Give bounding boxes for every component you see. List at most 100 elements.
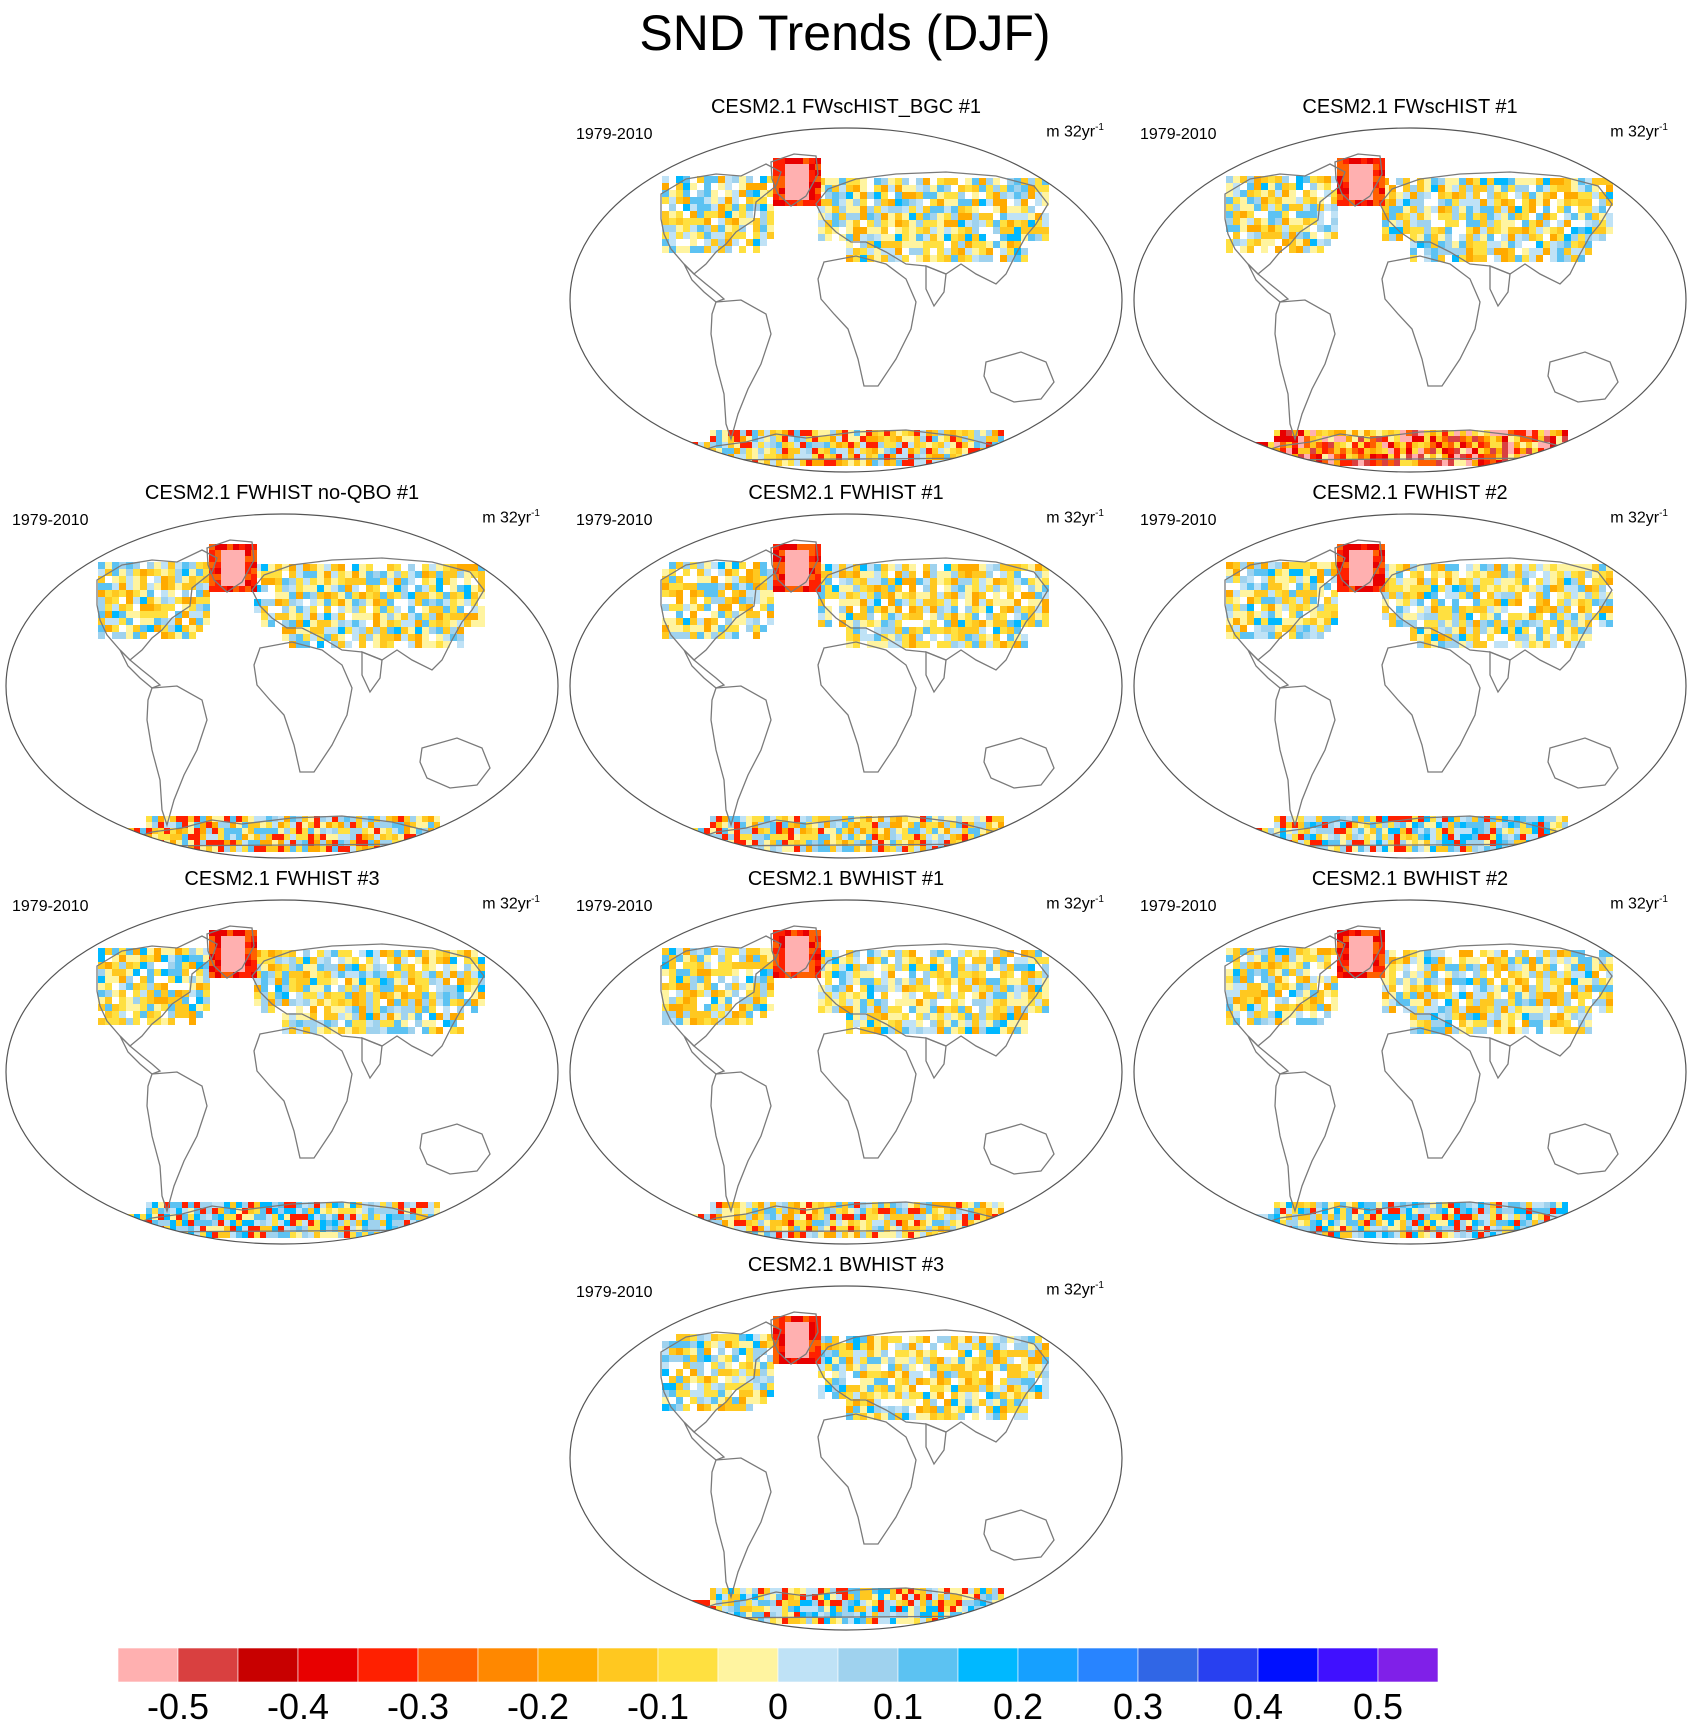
coastline-australia: [420, 738, 490, 788]
coastline-centralAmerica: [120, 1036, 160, 1074]
coastline-australia: [984, 352, 1054, 402]
colorbar-tick-label: -0.5: [133, 1686, 223, 1728]
map-projection: [2, 896, 562, 1246]
coastline-centralAmerica: [684, 264, 724, 302]
map-content: [1225, 926, 1618, 1238]
snow-depth-trend-cells: [1226, 158, 1613, 466]
colorbar-swatch: [298, 1648, 358, 1682]
map-panel-fwhist-1: CESM2.1 FWHIST #1 1979-2010 m 32yr-1: [566, 482, 1126, 862]
panel-title: CESM2.1 FWHIST #3: [2, 868, 562, 891]
coastline-southAmerica: [147, 1072, 207, 1211]
map-panel-bwhist-3: CESM2.1 BWHIST #3 1979-2010 m 32yr-1: [566, 1254, 1126, 1634]
map-content: [661, 1312, 1054, 1624]
colorbar-swatch: [538, 1648, 598, 1682]
colorbar-swatch: [418, 1648, 478, 1682]
colorbar-swatch: [778, 1648, 838, 1682]
panel-title: CESM2.1 FWscHIST_BGC #1: [566, 96, 1126, 119]
coastline-southAmerica: [147, 686, 207, 825]
colorbar-swatch: [1138, 1648, 1198, 1682]
coastline-africa: [1382, 256, 1480, 386]
map-panel-fwhist-3: CESM2.1 FWHIST #3 1979-2010 m 32yr-1: [2, 868, 562, 1248]
colorbar-swatch: [1018, 1648, 1078, 1682]
panel-title: CESM2.1 FWHIST no-QBO #1: [2, 482, 562, 505]
map-panel-fwschist-1: CESM2.1 FWscHIST #1 1979-2010 m 32yr-1: [1130, 96, 1690, 476]
colorbar-swatch: [1378, 1648, 1438, 1682]
coastline-india: [926, 1038, 946, 1078]
coastline-australia: [1548, 352, 1618, 402]
coastline-australia: [984, 738, 1054, 788]
coastline-southAmerica: [1275, 686, 1335, 825]
coastline-india: [926, 266, 946, 306]
coastline-australia: [420, 1124, 490, 1174]
coastline-southAmerica: [1275, 1072, 1335, 1211]
colorbar-tick-label: 0.5: [1333, 1686, 1423, 1728]
coastline-india: [1490, 266, 1510, 306]
snow-depth-trend-cells: [98, 930, 485, 1238]
coastline-centralAmerica: [1248, 650, 1288, 688]
colorbar-tick-label: 0.1: [853, 1686, 943, 1728]
colorbar-swatch: [178, 1648, 238, 1682]
map-content: [97, 540, 490, 852]
coastline-centralAmerica: [1248, 264, 1288, 302]
map-content: [1225, 540, 1618, 852]
coastline-australia: [984, 1124, 1054, 1174]
coastline-australia: [1548, 738, 1618, 788]
map-projection: [1130, 124, 1690, 474]
panel-title: CESM2.1 BWHIST #1: [566, 868, 1126, 891]
colorbar-tick-label: 0.2: [973, 1686, 1063, 1728]
snow-depth-trend-cells: [662, 544, 1049, 852]
map-content: [661, 154, 1054, 466]
colorbar: [118, 1648, 1578, 1682]
colorbar-swatch: [118, 1648, 178, 1682]
coastline-australia: [1548, 1124, 1618, 1174]
colorbar-tick-label: -0.1: [613, 1686, 703, 1728]
colorbar-tick-label: -0.4: [253, 1686, 343, 1728]
colorbar-swatch: [1198, 1648, 1258, 1682]
map-content: [1225, 154, 1618, 466]
colorbar-swatch: [838, 1648, 898, 1682]
map-content: [97, 926, 490, 1238]
map-projection: [566, 896, 1126, 1246]
map-panel-bwhist-2: CESM2.1 BWHIST #2 1979-2010 m 32yr-1: [1130, 868, 1690, 1248]
coastline-india: [362, 652, 382, 692]
coastline-india: [926, 1424, 946, 1464]
coastline-centralAmerica: [120, 650, 160, 688]
map-content: [661, 926, 1054, 1238]
colorbar-swatch: [1078, 1648, 1138, 1682]
coastline-southAmerica: [711, 300, 771, 439]
colorbar-tick-label: 0.3: [1093, 1686, 1183, 1728]
coastline-centralAmerica: [1248, 1036, 1288, 1074]
coastline-africa: [818, 642, 916, 772]
figure-title: SND Trends (DJF): [0, 4, 1690, 62]
panel-title: CESM2.1 FWHIST #1: [566, 482, 1126, 505]
map-projection: [566, 510, 1126, 860]
coastline-africa: [254, 1028, 352, 1158]
coastline-africa: [818, 1028, 916, 1158]
colorbar-swatch: [478, 1648, 538, 1682]
colorbar-swatch: [358, 1648, 418, 1682]
map-projection: [566, 1282, 1126, 1632]
map-panel-bwhist-1: CESM2.1 BWHIST #1 1979-2010 m 32yr-1: [566, 868, 1126, 1248]
colorbar-swatch: [718, 1648, 778, 1682]
colorbar-swatch: [958, 1648, 1018, 1682]
colorbar-tick-label: 0.4: [1213, 1686, 1303, 1728]
coastline-southAmerica: [711, 1458, 771, 1597]
colorbar-tick-label: -0.3: [373, 1686, 463, 1728]
coastline-centralAmerica: [684, 1422, 724, 1460]
map-projection: [2, 510, 562, 860]
coastline-india: [1490, 1038, 1510, 1078]
map-content: [661, 540, 1054, 852]
colorbar-swatch: [658, 1648, 718, 1682]
map-panel-fwhist-2: CESM2.1 FWHIST #2 1979-2010 m 32yr-1: [1130, 482, 1690, 862]
snow-depth-trend-cells: [662, 158, 1049, 466]
coastline-centralAmerica: [684, 650, 724, 688]
map-projection: [1130, 896, 1690, 1246]
snow-depth-trend-cells: [662, 1316, 1049, 1624]
snow-depth-trend-cells: [98, 544, 485, 852]
map-panel-fwschist-bgc-1: CESM2.1 FWscHIST_BGC #1 1979-2010 m 32yr…: [566, 96, 1126, 476]
coastline-africa: [1382, 1028, 1480, 1158]
coastline-centralAmerica: [684, 1036, 724, 1074]
colorbar-swatch: [1258, 1648, 1318, 1682]
coastline-africa: [818, 1414, 916, 1544]
snow-depth-trend-cells: [1226, 930, 1613, 1238]
